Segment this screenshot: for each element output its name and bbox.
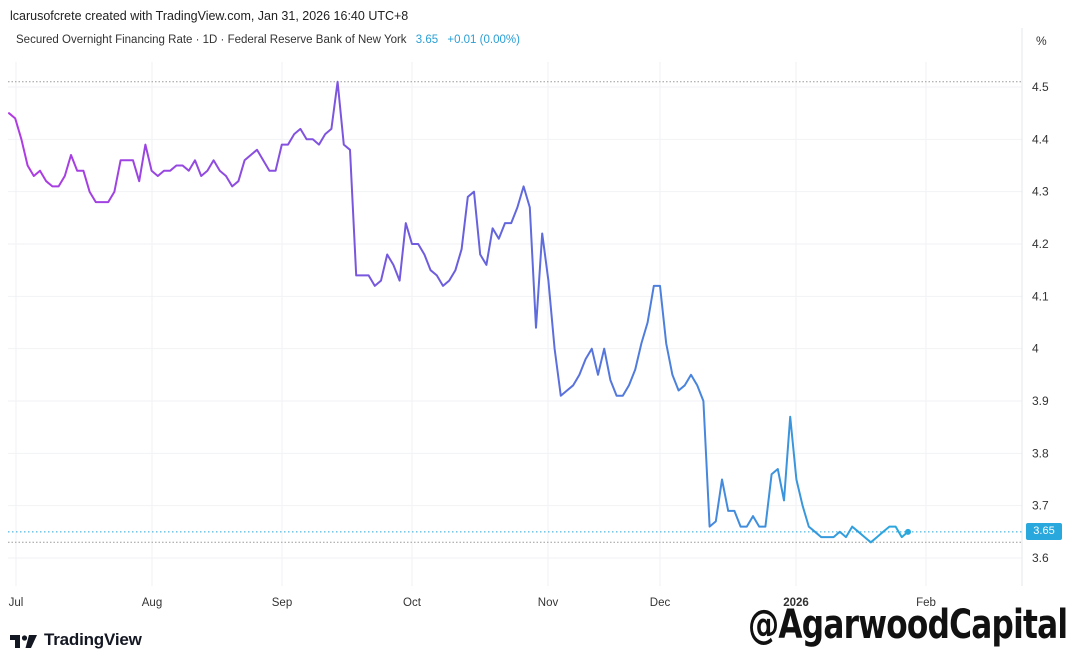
x-tick-label: Nov bbox=[538, 597, 559, 609]
legend-change: +0.01 (0.00%) bbox=[447, 34, 520, 46]
x-tick-label: Jul bbox=[9, 597, 24, 609]
legend-title: Secured Overnight Financing Rate · 1D · … bbox=[16, 34, 407, 46]
x-tick-label: Oct bbox=[403, 597, 422, 609]
chart-legend[interactable]: Secured Overnight Financing Rate · 1D · … bbox=[16, 34, 520, 46]
y-tick-label: 4.4 bbox=[1032, 132, 1049, 146]
last-point-marker bbox=[905, 528, 911, 535]
last-price-badge: 3.65 bbox=[1026, 523, 1062, 541]
y-tick-label: 3.6 bbox=[1032, 551, 1049, 565]
tradingview-logo-icon bbox=[10, 635, 37, 648]
legend-value: 3.65 bbox=[415, 34, 439, 46]
watermark-handle: @AgarwoodCapital bbox=[748, 602, 1068, 648]
y-axis: 4.5 4.4 4.3 4.2 4.1 4 3.9 3.8 3.7 3.6 bbox=[1032, 80, 1049, 565]
x-tick-label: Aug bbox=[142, 597, 162, 609]
reference-lines bbox=[8, 81, 1022, 543]
series-line bbox=[8, 80, 909, 544]
x-tick-label: Feb bbox=[916, 597, 936, 609]
y-tick-label: 4.1 bbox=[1032, 289, 1049, 303]
y-tick-label: 4.3 bbox=[1032, 185, 1049, 199]
y-tick-label: 3.8 bbox=[1032, 446, 1049, 460]
tradingview-brand: TradingView bbox=[10, 630, 142, 650]
x-tick-label: Dec bbox=[650, 597, 671, 609]
chart-credit: lcarusofcrete created with TradingView.c… bbox=[10, 9, 409, 23]
y-tick-label: 3.7 bbox=[1032, 499, 1049, 513]
y-tick-label: 4.5 bbox=[1032, 80, 1049, 94]
y-tick-label: 4 bbox=[1032, 342, 1039, 356]
brand-name: TradingView bbox=[44, 630, 142, 649]
series-line-group bbox=[8, 80, 911, 544]
x-tick-label: 2026 bbox=[783, 597, 809, 609]
y-tick-label: 3.9 bbox=[1032, 394, 1049, 408]
unit-label[interactable]: % bbox=[1036, 34, 1047, 48]
chart-grid bbox=[8, 28, 1023, 586]
y-tick-label: 4.2 bbox=[1032, 237, 1049, 251]
x-axis: Jul Aug Sep Oct Nov Dec 2026 Feb bbox=[9, 597, 936, 609]
x-tick-label: Sep bbox=[272, 597, 292, 609]
